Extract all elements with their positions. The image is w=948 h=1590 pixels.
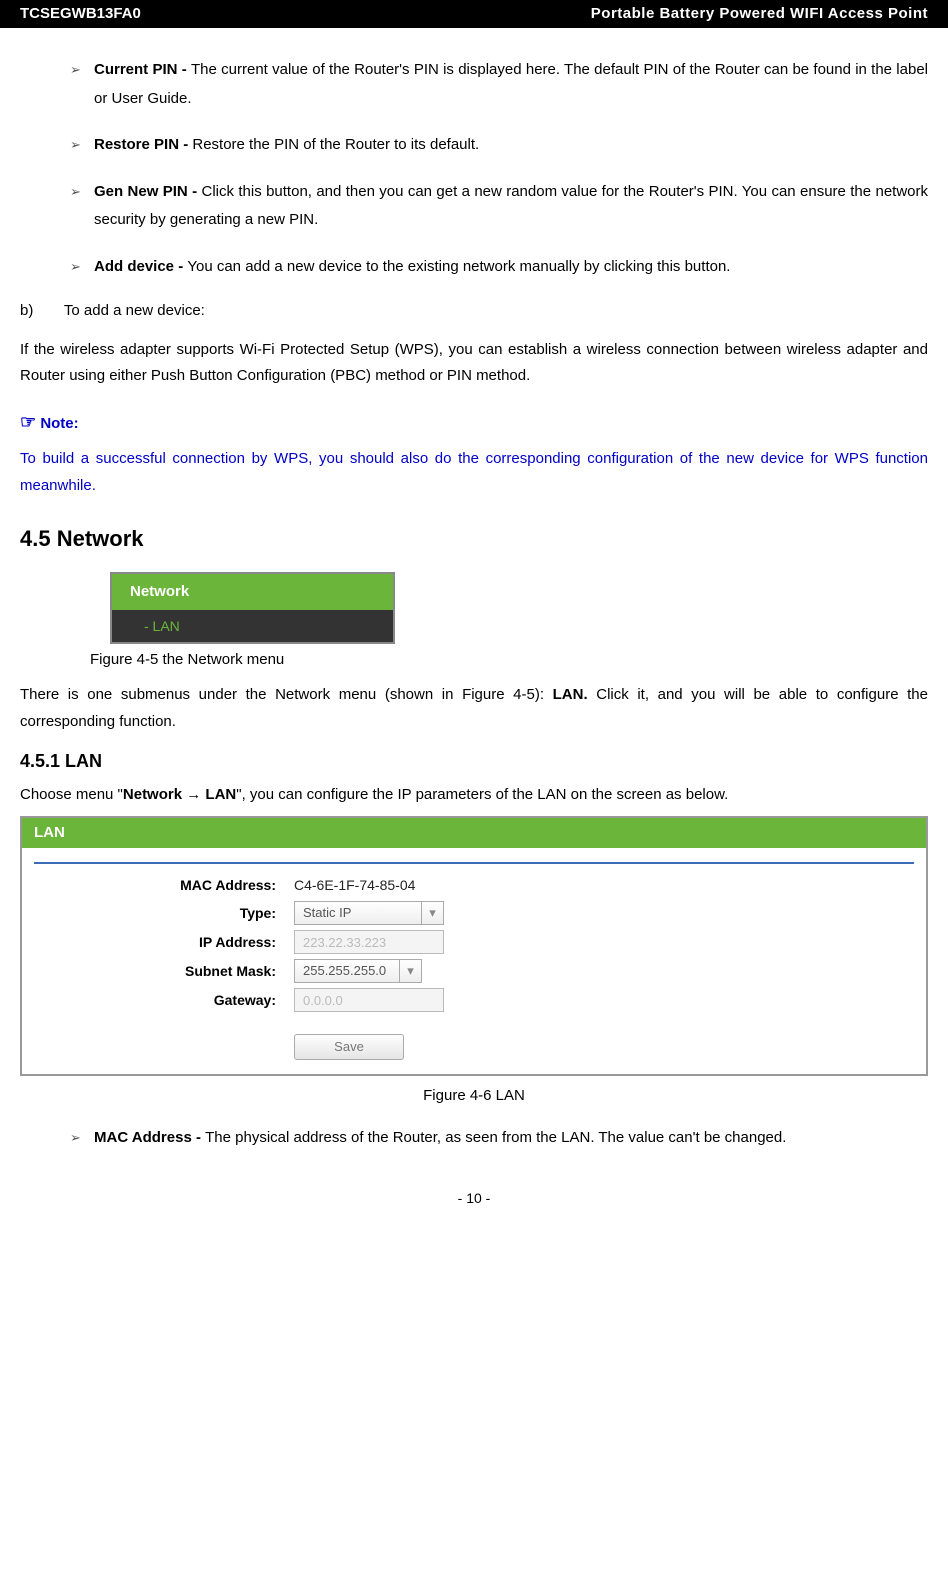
figure-network-menu: Network - LAN (110, 572, 928, 644)
bullet-text: Restore PIN - Restore the PIN of the Rou… (94, 131, 928, 160)
bullet-text: Add device - You can add a new device to… (94, 253, 928, 282)
bullet-marker-icon: ➢ (70, 1124, 94, 1153)
network-menu-item-lan[interactable]: - LAN (112, 610, 393, 642)
gateway-label: Gateway: (34, 989, 294, 1011)
type-label: Type: (34, 902, 294, 924)
paragraph-network-intro: There is one submenus under the Network … (20, 682, 928, 735)
bullet-item: ➢ Current PIN - The current value of the… (70, 56, 928, 113)
note-body: To build a successful connection by WPS,… (20, 446, 928, 499)
figure-4-6-caption: Figure 4-6 LAN (20, 1084, 928, 1108)
subnet-mask-label: Subnet Mask: (34, 960, 294, 982)
type-select-value: Static IP (295, 903, 421, 924)
page-number: - 10 - (20, 1187, 928, 1209)
header-model: TCSEGWB13FA0 (20, 2, 141, 26)
bullet-list-pin: ➢ Current PIN - The current value of the… (20, 56, 928, 281)
bullet-item: ➢ Add device - You can add a new device … (70, 253, 928, 282)
bullet-text: MAC Address - The physical address of th… (94, 1124, 928, 1153)
type-select[interactable]: Static IP ▾ (294, 901, 444, 925)
paragraph-wps: If the wireless adapter supports Wi-Fi P… (20, 337, 928, 390)
ordered-text: To add a new device: (64, 302, 205, 319)
ip-address-label: IP Address: (34, 931, 294, 953)
header-title: Portable Battery Powered WIFI Access Poi… (141, 2, 928, 26)
type-row: Type: Static IP ▾ (22, 901, 926, 925)
gateway-row: Gateway: 0.0.0.0 (22, 988, 926, 1012)
bullet-text: Current PIN - The current value of the R… (94, 56, 928, 113)
note-label: Note: (40, 415, 78, 432)
gateway-input[interactable]: 0.0.0.0 (294, 988, 444, 1012)
bullet-marker-icon: ➢ (70, 131, 94, 160)
pointing-hand-icon: ☞ (20, 412, 36, 432)
section-4-5-title: 4.5 Network (20, 521, 928, 556)
ip-address-input[interactable]: 223.22.33.223 (294, 930, 444, 954)
lan-panel-header: LAN (22, 818, 926, 848)
network-menu-header[interactable]: Network (112, 574, 393, 610)
lan-settings-panel: LAN MAC Address: C4-6E-1F-74-85-04 Type:… (20, 816, 928, 1076)
section-4-5-1-title: 4.5.1 LAN (20, 747, 928, 776)
ordered-item-b: b) To add a new device: (20, 299, 928, 323)
mac-address-value: C4-6E-1F-74-85-04 (294, 874, 415, 896)
note-heading: ☞ Note: (20, 408, 928, 437)
bullet-item: ➢ Gen New PIN - Click this button, and t… (70, 178, 928, 235)
bullet-list-mac: ➢ MAC Address - The physical address of … (20, 1124, 928, 1153)
bullet-text: Gen New PIN - Click this button, and the… (94, 178, 928, 235)
page-header: TCSEGWB13FA0 Portable Battery Powered WI… (0, 0, 948, 28)
figure-4-5-caption: Figure 4-5 the Network menu (90, 648, 928, 672)
bullet-item: ➢ Restore PIN - Restore the PIN of the R… (70, 131, 928, 160)
bullet-marker-icon: ➢ (70, 253, 94, 282)
chevron-down-icon: ▾ (399, 960, 421, 982)
mac-address-row: MAC Address: C4-6E-1F-74-85-04 (22, 874, 926, 896)
subnet-mask-value: 255.255.255.0 (295, 961, 399, 982)
bullet-marker-icon: ➢ (70, 56, 94, 113)
chevron-down-icon: ▾ (421, 902, 443, 924)
save-button[interactable]: Save (294, 1034, 404, 1060)
network-menu: Network - LAN (110, 572, 395, 644)
mac-address-label: MAC Address: (34, 874, 294, 896)
bullet-item: ➢ MAC Address - The physical address of … (70, 1124, 928, 1153)
ordered-label: b) (20, 299, 60, 323)
bullet-marker-icon: ➢ (70, 178, 94, 235)
save-row: Save (22, 1034, 926, 1060)
ip-address-row: IP Address: 223.22.33.223 (22, 930, 926, 954)
subnet-mask-row: Subnet Mask: 255.255.255.0 ▾ (22, 959, 926, 983)
subnet-mask-select[interactable]: 255.255.255.0 ▾ (294, 959, 422, 983)
lan-panel-separator (34, 862, 914, 864)
paragraph-lan-intro: Choose menu "Network → LAN", you can con… (20, 782, 928, 808)
